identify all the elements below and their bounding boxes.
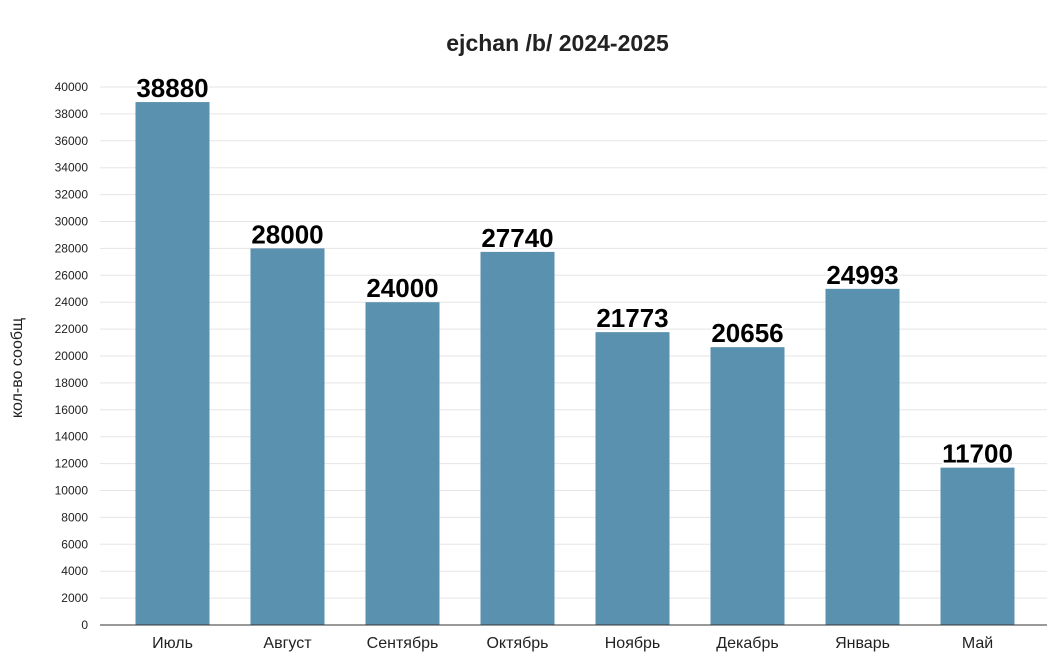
bar [825, 288, 900, 625]
x-tick-label: Ноябрь [605, 635, 661, 652]
data-label: 21773 [596, 303, 668, 333]
y-tick-label: 32000 [55, 188, 89, 202]
chart-title: ejchan /b/ 2024-2025 [446, 30, 669, 56]
y-tick-label: 24000 [55, 295, 89, 309]
x-tick-label: Январь [835, 635, 890, 652]
y-tick-label: 0 [81, 618, 88, 632]
data-label: 38880 [136, 73, 208, 103]
bar [940, 467, 1015, 625]
data-label: 11700 [942, 439, 1013, 469]
data-label: 24993 [826, 260, 898, 290]
y-tick-label: 40000 [55, 80, 89, 94]
bar [135, 102, 210, 625]
x-tick-label: Сентябрь [367, 635, 439, 652]
data-label: 20656 [711, 318, 783, 348]
y-tick-label: 16000 [55, 403, 89, 417]
x-tick-label: Май [962, 635, 993, 652]
y-tick-label: 34000 [55, 161, 89, 175]
y-tick-label: 12000 [55, 457, 89, 471]
y-tick-label: 10000 [55, 484, 89, 498]
data-label: 28000 [251, 219, 323, 249]
x-tick-label: Декабрь [716, 635, 778, 652]
x-tick-label: Август [263, 635, 312, 652]
y-tick-label: 38000 [55, 107, 89, 121]
y-tick-label: 28000 [55, 241, 89, 255]
y-tick-label: 4000 [61, 564, 88, 578]
y-tick-label: 14000 [55, 430, 89, 444]
y-tick-label: 26000 [55, 268, 89, 282]
bar [595, 332, 670, 625]
data-label: 24000 [366, 273, 438, 303]
bar [250, 248, 325, 625]
y-tick-label: 30000 [55, 215, 89, 229]
data-label: 27740 [481, 223, 553, 253]
bar [480, 251, 555, 625]
bar [710, 347, 785, 625]
x-tick-label: Октябрь [486, 635, 548, 652]
x-tick-label: Июль [152, 635, 193, 652]
bar [365, 302, 440, 625]
y-tick-label: 18000 [55, 376, 89, 390]
y-tick-label: 8000 [61, 510, 88, 524]
y-tick-label: 20000 [55, 349, 89, 363]
y-tick-label: 36000 [55, 134, 89, 148]
y-tick-label: 2000 [61, 591, 88, 605]
y-tick-label: 6000 [61, 537, 88, 551]
y-tick-label: 22000 [55, 322, 89, 336]
